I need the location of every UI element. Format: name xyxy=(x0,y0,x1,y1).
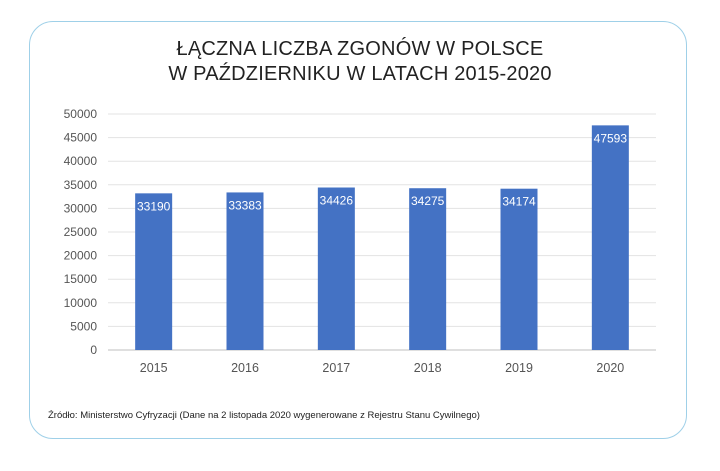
y-tick-label: 35000 xyxy=(64,178,98,192)
data-label: 34174 xyxy=(502,195,536,209)
bar xyxy=(500,188,538,350)
bar xyxy=(135,193,173,350)
y-tick-label: 20000 xyxy=(64,249,98,263)
bar xyxy=(226,192,264,350)
data-label: 34275 xyxy=(411,194,445,208)
bar xyxy=(591,125,629,350)
x-tick-label: 2020 xyxy=(596,361,624,375)
source-note: Źródło: Ministerstwo Cyfryzacji (Dane na… xyxy=(48,410,480,421)
chart-title-line-2: W PAŹDZIERNIKU W LATACH 2015-2020 xyxy=(168,63,552,85)
y-tick-label: 25000 xyxy=(64,225,98,239)
x-tick-label: 2015 xyxy=(140,361,168,375)
data-label: 33190 xyxy=(137,199,171,213)
data-label: 33383 xyxy=(228,198,262,212)
y-tick-label: 50000 xyxy=(64,107,98,121)
data-label: 34426 xyxy=(320,194,354,208)
y-tick-label: 45000 xyxy=(64,131,98,145)
y-tick-label: 30000 xyxy=(64,201,98,215)
x-tick-label: 2016 xyxy=(231,361,259,375)
x-tick-label: 2017 xyxy=(322,361,350,375)
bar xyxy=(409,188,447,350)
y-tick-label: 40000 xyxy=(64,154,98,168)
data-label: 47593 xyxy=(594,131,628,145)
x-tick-label: 2018 xyxy=(414,361,442,375)
bar xyxy=(317,187,355,350)
y-tick-label: 10000 xyxy=(64,296,98,310)
y-tick-label: 0 xyxy=(90,343,97,357)
y-tick-label: 5000 xyxy=(70,319,97,333)
x-tick-label: 2019 xyxy=(505,361,533,375)
chart-title-line-1: ŁĄCZNA LICZBA ZGONÓW W POLSCE xyxy=(176,38,544,60)
y-tick-label: 15000 xyxy=(64,272,98,286)
